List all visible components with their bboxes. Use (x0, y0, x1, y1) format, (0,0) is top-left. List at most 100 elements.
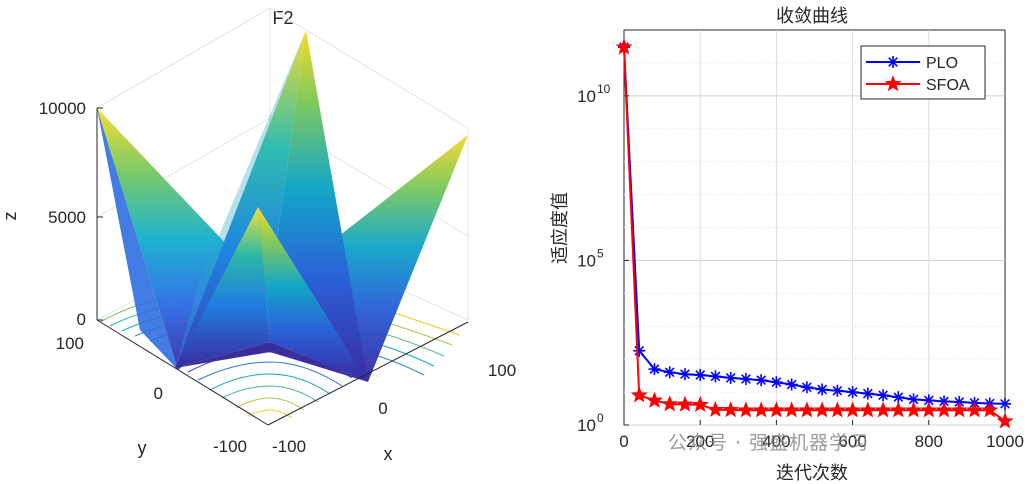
legend-box (860, 45, 986, 100)
y-axis-label: y (138, 438, 147, 458)
x-tick-label: 400 (762, 432, 790, 451)
y-tick-base: 10 (577, 416, 596, 435)
asterisk-stroke (725, 373, 736, 383)
point-sfoa (920, 401, 938, 418)
y-tick-label: 0 (154, 384, 163, 403)
point-sfoa (798, 401, 816, 418)
legend-label-plo: PLO (926, 55, 958, 72)
point-sfoa (950, 401, 968, 418)
point-sfoa (767, 401, 785, 418)
asterisk-stroke (634, 345, 645, 356)
point-plo (846, 386, 859, 399)
convergence-series (615, 38, 1014, 429)
point-sfoa (828, 401, 846, 418)
asterisk-stroke (756, 375, 767, 386)
point-sfoa (996, 412, 1014, 429)
z-tick-label: 5000 (48, 208, 86, 227)
asterisk-stroke (786, 379, 797, 390)
point-plo (694, 369, 707, 382)
point-plo (755, 374, 768, 387)
y-tick-exponent: 5 (597, 246, 604, 260)
point-plo (800, 381, 813, 394)
asterisk-stroke (817, 384, 827, 395)
legend-asterisk (887, 56, 899, 68)
x-tick-label: 0 (378, 399, 387, 418)
asterisk-stroke (939, 396, 949, 407)
asterisk-stroke (888, 57, 898, 67)
point-sfoa (737, 401, 755, 418)
point-plo (861, 387, 874, 400)
x-tick-label: 1000 (986, 432, 1024, 451)
asterisk-stroke (771, 377, 782, 388)
point-sfoa (676, 395, 694, 412)
point-sfoa (783, 401, 801, 418)
convergence-x-label: 迭代次数 (776, 463, 848, 483)
y-tick-label: -100 (213, 437, 247, 456)
point-plo (785, 378, 798, 391)
point-plo (709, 370, 722, 383)
z-tick-label: 0 (77, 310, 86, 329)
y-tick-exponent: 0 (597, 411, 604, 425)
point-sfoa (630, 386, 648, 403)
surface-x-axis: -100 0 100 x (267, 321, 516, 464)
point-sfoa (615, 38, 633, 55)
surface-z-axis: 10000 5000 0 z (0, 99, 103, 329)
asterisk-stroke (878, 390, 888, 401)
asterisk-stroke (847, 387, 858, 397)
z-axis-label: z (0, 212, 20, 221)
x-tick-label: 0 (619, 432, 628, 451)
point-plo (678, 368, 691, 381)
convergence-y-label: 适应度值 (550, 192, 570, 264)
asterisk-stroke (1000, 398, 1010, 409)
point-sfoa (889, 401, 907, 418)
convergence-title: 收敛曲线 (776, 6, 848, 26)
point-plo (739, 372, 752, 385)
y-tick-base: 10 (577, 87, 596, 106)
point-sfoa (859, 401, 877, 418)
asterisk-stroke (832, 385, 843, 396)
point-plo (633, 344, 646, 357)
surface-plot: F2 (0, 7, 516, 464)
x-tick-label: -100 (272, 437, 306, 456)
point-sfoa (661, 395, 679, 412)
asterisk-stroke (695, 370, 706, 380)
point-sfoa (844, 401, 862, 418)
point-plo (724, 371, 737, 384)
x-tick-label: 800 (915, 432, 943, 451)
asterisk-stroke (710, 371, 721, 382)
asterisk-stroke (680, 369, 690, 380)
point-plo (831, 384, 844, 397)
point-sfoa (722, 401, 740, 418)
point-sfoa (706, 400, 724, 417)
point-sfoa (752, 401, 770, 418)
asterisk-stroke (741, 374, 751, 384)
point-plo (816, 383, 829, 396)
asterisk-stroke (908, 394, 919, 405)
watermark: 公众号 · 强盛机器学习 (668, 432, 870, 454)
point-sfoa (874, 401, 892, 418)
asterisk-stroke (862, 388, 873, 399)
point-plo (770, 376, 783, 389)
point-sfoa (645, 391, 663, 408)
x-tick-label: 100 (488, 361, 516, 380)
point-plo (663, 366, 676, 379)
y-tick-label: 100 (56, 334, 84, 353)
point-sfoa (935, 401, 953, 418)
convergence-grid (624, 30, 1005, 426)
point-plo (999, 397, 1011, 410)
y-tick-base: 10 (577, 251, 596, 270)
z-tick-label: 10000 (39, 99, 86, 118)
point-sfoa (813, 401, 831, 418)
point-sfoa (981, 401, 999, 418)
legend-marker-sfoa (884, 75, 902, 92)
legend-marker-plo (887, 56, 899, 68)
legend-star (884, 75, 902, 92)
point-sfoa (905, 401, 923, 418)
point-plo (892, 391, 905, 404)
asterisk-stroke (923, 395, 934, 406)
surface-y-axis: 100 0 -100 y (56, 319, 269, 458)
x-axis-label: x (384, 444, 393, 464)
